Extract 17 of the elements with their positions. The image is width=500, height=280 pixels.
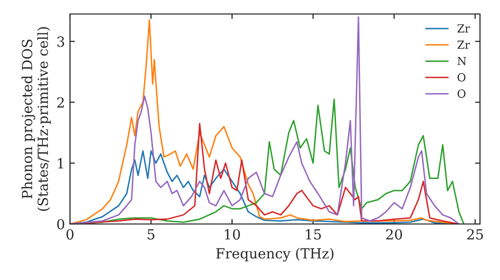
y-axis-title: Phonon projected DOS (States/THz·primitive cell) (22, 27, 51, 211)
x-tick-label: 10 (224, 229, 240, 240)
legend-label: N (458, 56, 466, 66)
y-tick-label: 2 (57, 97, 64, 108)
x-axis-title: Frequency (THz) (216, 248, 334, 262)
y-tick-label: 0 (57, 218, 64, 230)
x-tick-label: 5 (148, 229, 154, 240)
legend-label: Zr (457, 40, 470, 49)
x-tick-label: 0 (66, 229, 74, 240)
legend-label: Zr (457, 24, 470, 32)
y-tick-label: 3 (57, 36, 64, 47)
legend-label: O (458, 89, 466, 98)
y-tick-label: 1 (58, 158, 64, 168)
x-tick-label: 20 (386, 229, 402, 240)
x-tick-label: 25 (467, 229, 483, 240)
x-tick-label: 15 (306, 229, 321, 240)
legend-label: O (458, 73, 466, 82)
